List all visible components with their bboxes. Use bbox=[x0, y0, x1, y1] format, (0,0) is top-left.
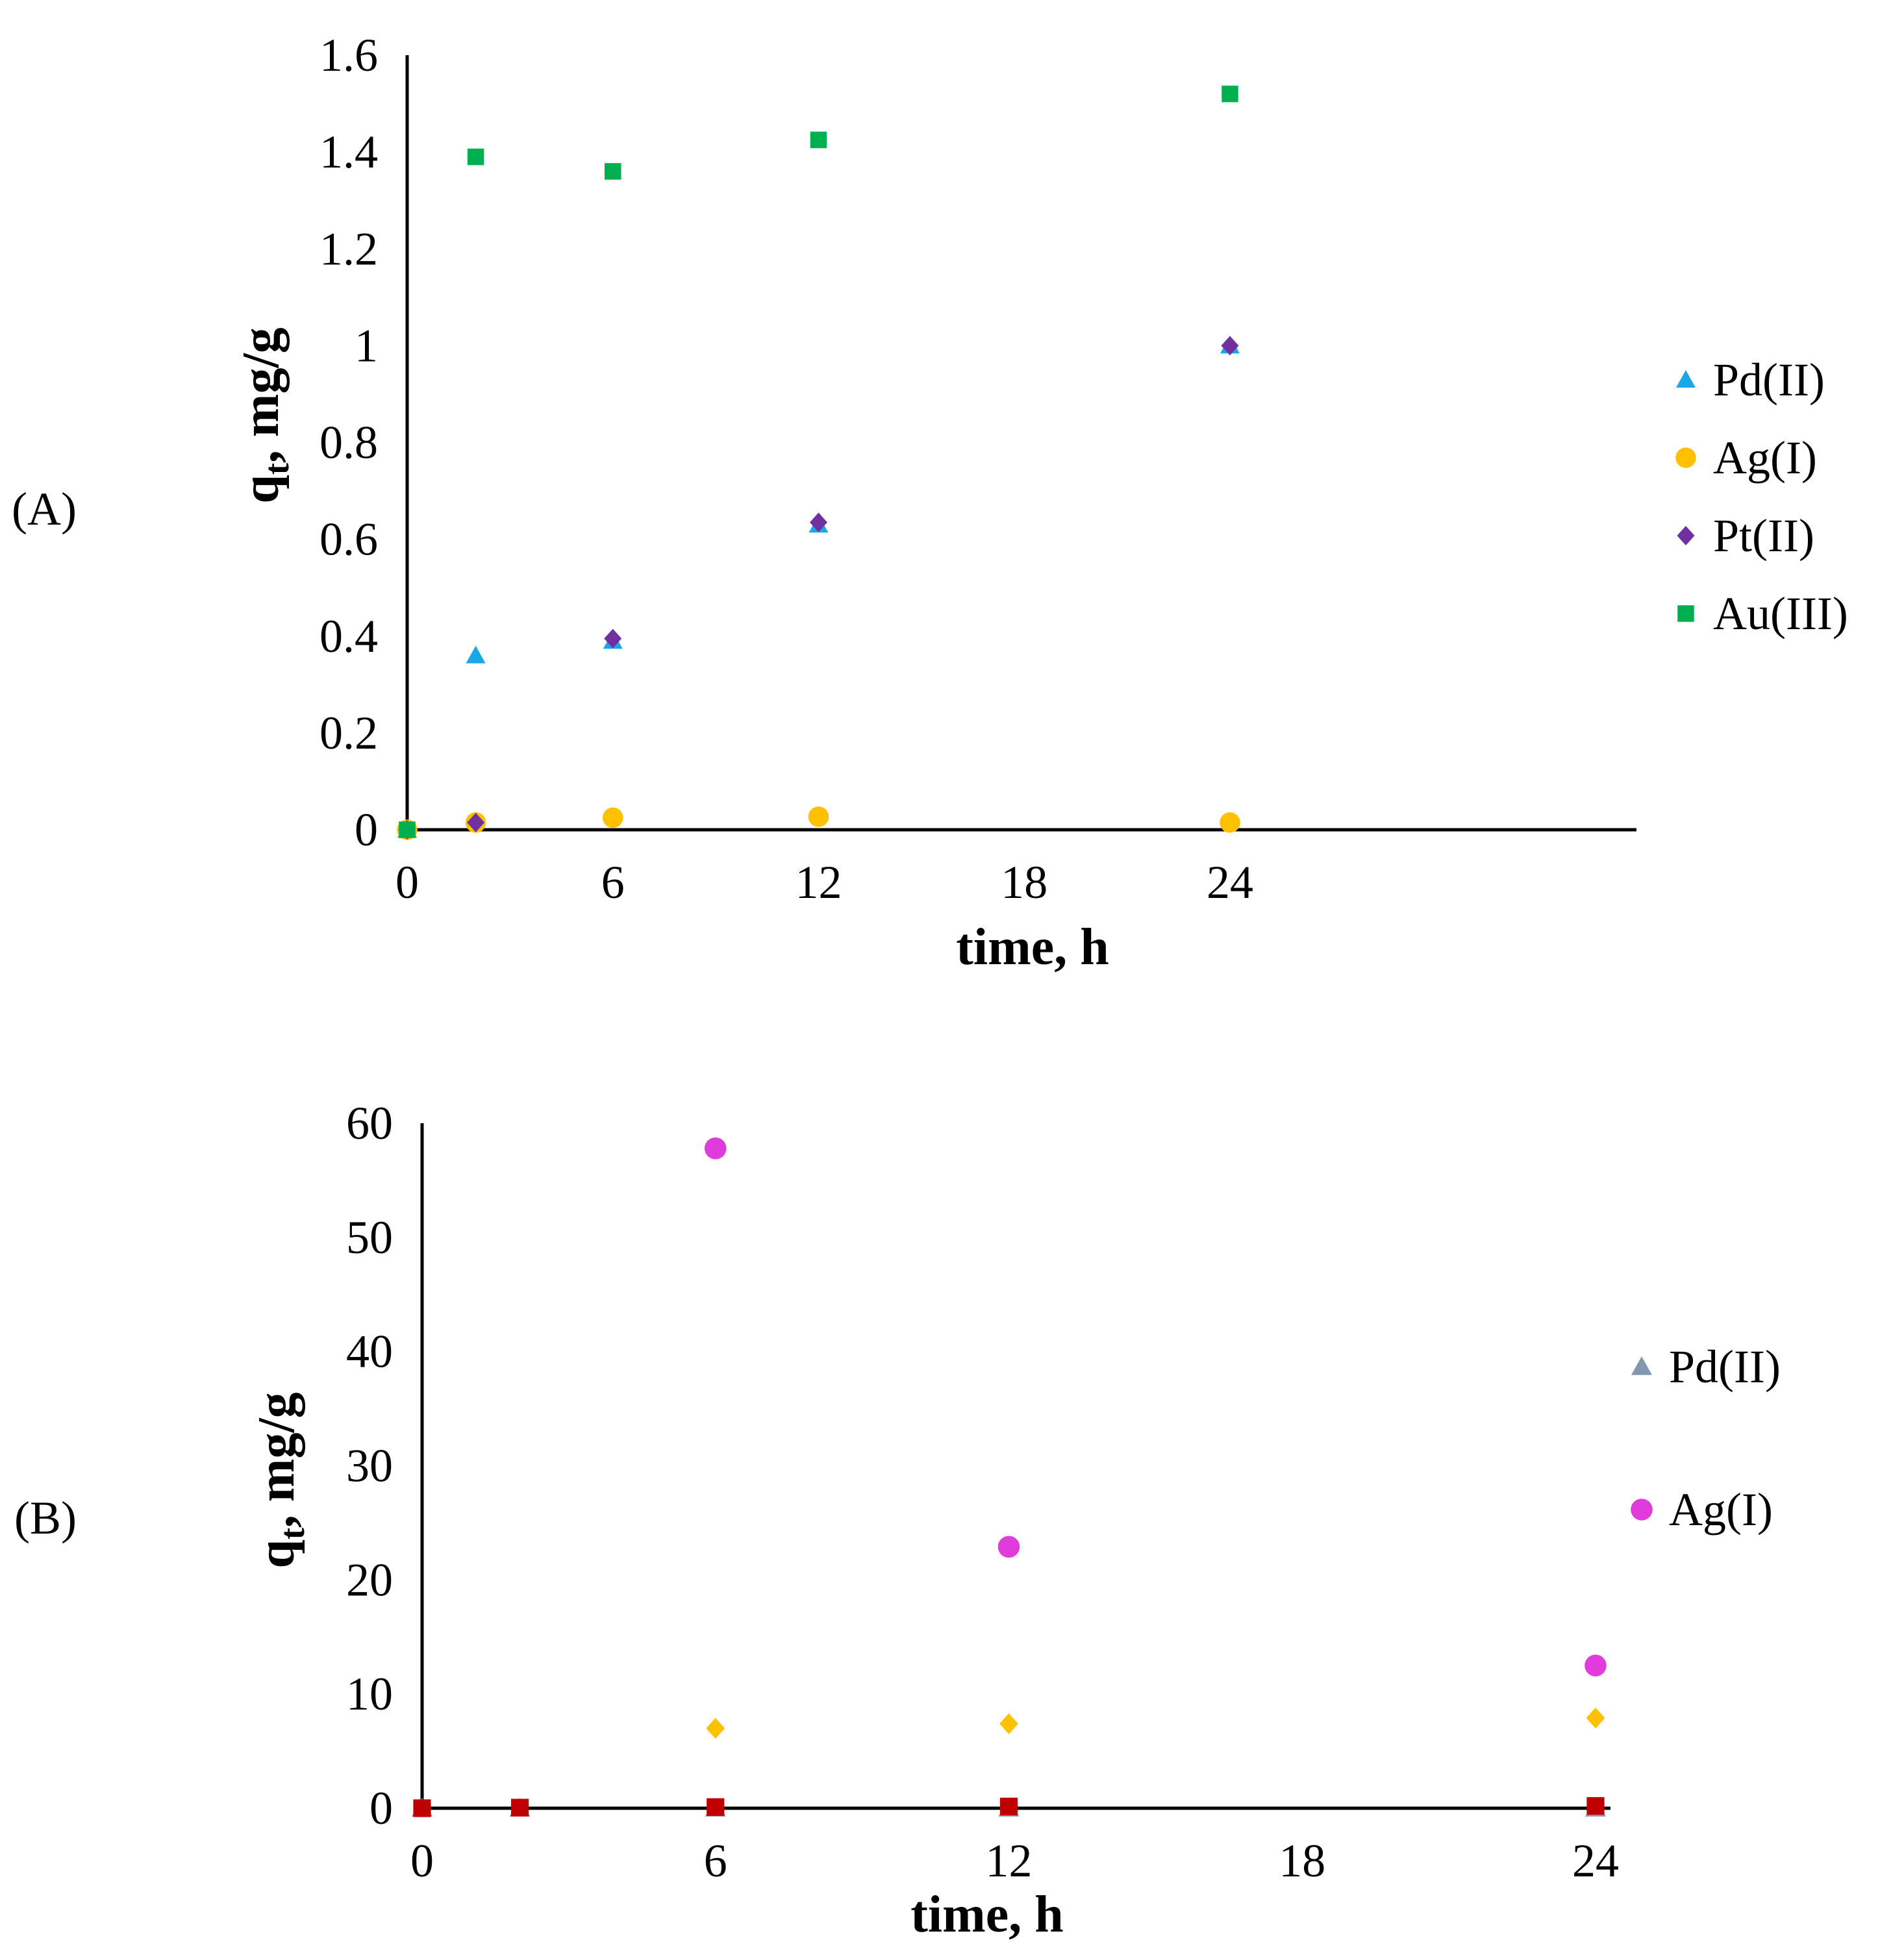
panel-a-data-point-square bbox=[605, 163, 621, 180]
panel-b-y-tick-label: 10 bbox=[346, 1668, 393, 1720]
panel-a-legend-marker-square bbox=[1677, 605, 1694, 622]
panel-a-y-tick-label: 1.4 bbox=[319, 126, 378, 178]
panel-a-legend-label: Pd(II) bbox=[1713, 354, 1825, 406]
panel-b-data-points bbox=[412, 1137, 1607, 1817]
panel-b-y-tick-label: 60 bbox=[346, 1097, 393, 1149]
panel-a-data-point-circle bbox=[808, 806, 829, 827]
panel-b-y-axis-title-rest: , mg/g bbox=[248, 1392, 305, 1528]
panel-a-label: (A) bbox=[12, 483, 77, 535]
panel-b-y-ticks: 0 10 20 30 40 50 60 bbox=[346, 1097, 393, 1834]
panel-b-data-point-diamond bbox=[706, 1717, 725, 1739]
panel-a-y-tick-label: 1.6 bbox=[319, 29, 378, 81]
panel-a-data-point-triangle bbox=[466, 645, 486, 664]
panel-a-y-ticks: 0 0.2 0.4 0.6 0.8 1 1.2 1.4 1.6 bbox=[319, 29, 378, 856]
panel-a-x-tick-label: 12 bbox=[795, 856, 842, 908]
panel-b-x-tick-label: 0 bbox=[410, 1835, 434, 1887]
panel-b-y-tick-label: 50 bbox=[346, 1212, 393, 1263]
panel-a-y-axis-title: qt, mg/g bbox=[232, 327, 296, 503]
panel-b-y-tick-label: 20 bbox=[346, 1554, 393, 1606]
panel-b-data-point-square bbox=[413, 1799, 431, 1817]
panel-b-data-point-circle bbox=[704, 1137, 727, 1160]
panel-a-y-axis-title-sub: t bbox=[257, 463, 296, 475]
panel-b-legend-marker-triangle bbox=[1631, 1356, 1652, 1375]
panel-a-x-tick-label: 6 bbox=[601, 856, 625, 908]
panel-b-x-tick-label: 24 bbox=[1572, 1835, 1619, 1887]
panel-a-data-point-diamond bbox=[810, 512, 827, 532]
panel-b-data-point-diamond bbox=[999, 1713, 1018, 1734]
panel-b-x-tick-label: 6 bbox=[704, 1835, 727, 1887]
panel-a-y-tick-label: 0.6 bbox=[319, 514, 378, 566]
panel-a-data-point-square bbox=[1221, 85, 1238, 103]
panel-b-x-tick-label: 12 bbox=[986, 1835, 1033, 1887]
panel-a-data-point-square bbox=[810, 131, 827, 149]
panel-a-data-point-circle bbox=[1220, 812, 1240, 833]
panel-a-x-tick-label: 0 bbox=[395, 856, 419, 908]
chart-panel-b: (B) qt, mg/g time, h 0 10 20 30 40 50 60 0 6 12 1… bbox=[14, 1097, 1781, 1943]
panel-b-y-tick-label: 40 bbox=[346, 1326, 393, 1378]
panel-a-legend-marker-triangle bbox=[1676, 370, 1696, 388]
panel-a-y-tick-label: 1 bbox=[355, 319, 378, 371]
panel-b-y-tick-label: 30 bbox=[346, 1440, 393, 1492]
panel-a-legend-label: Au(III) bbox=[1713, 588, 1848, 640]
panel-b-y-tick-label: 0 bbox=[370, 1782, 393, 1834]
panel-b-data-point-circle bbox=[1585, 1654, 1607, 1677]
panel-b-y-axis-title: qt, mg/g bbox=[248, 1392, 312, 1568]
panel-a-legend-label: Ag(I) bbox=[1713, 432, 1817, 484]
panel-a-legend-marker-circle bbox=[1675, 447, 1696, 468]
panel-b-legend-label: Ag(I) bbox=[1669, 1484, 1773, 1536]
panel-b-x-ticks: 0 6 12 18 24 bbox=[410, 1835, 1619, 1887]
panel-a-y-axis-title-rest: , mg/g bbox=[232, 327, 290, 463]
panel-a-x-tick-label: 18 bbox=[1001, 856, 1047, 908]
panel-b-data-point-square bbox=[707, 1798, 725, 1816]
panel-a-data-point-square bbox=[467, 148, 484, 166]
panel-a-x-axis-title: time, h bbox=[956, 919, 1109, 976]
panel-b-data-point-diamond bbox=[1586, 1708, 1605, 1729]
panel-a-x-tick-label: 24 bbox=[1207, 856, 1253, 908]
panel-b-data-point-square bbox=[510, 1798, 529, 1817]
panel-a-x-ticks: 0 6 12 18 24 bbox=[395, 856, 1253, 908]
panel-b-data-point-square bbox=[999, 1797, 1018, 1815]
panel-b-x-axis-title: time, h bbox=[910, 1886, 1064, 1943]
panel-a-y-tick-label: 0.8 bbox=[319, 417, 378, 469]
panel-a-data-point-diamond bbox=[467, 812, 485, 832]
panel-a-y-axis-title-main: q bbox=[232, 475, 290, 504]
panel-b-data-point-square bbox=[1586, 1797, 1605, 1815]
panel-a-legend-marker-diamond bbox=[1677, 526, 1695, 545]
panel-b-label: (B) bbox=[14, 1492, 77, 1544]
chart-panel-a: (A) qt, mg/g time, h 0 0.2 0.4 0.6 0.8 1 1.2 1.… bbox=[12, 29, 1848, 976]
panel-a-legend-label: Pt(II) bbox=[1713, 510, 1814, 562]
panel-a-data-points bbox=[397, 85, 1240, 840]
panel-a-y-tick-label: 0.2 bbox=[319, 707, 378, 759]
panel-a-data-point-circle bbox=[603, 807, 623, 828]
panel-b-legend-label: Pd(II) bbox=[1669, 1341, 1781, 1393]
panel-b-x-tick-label: 18 bbox=[1279, 1835, 1325, 1887]
panel-a-data-point-square bbox=[399, 821, 416, 838]
panel-a-data-point-diamond bbox=[1221, 336, 1239, 356]
panel-a-data-point-diamond bbox=[604, 628, 622, 649]
panel-a-legend: Pd(II) Ag(I) Pt(II) Au(III) bbox=[1675, 354, 1848, 640]
panel-a-y-tick-label: 1.2 bbox=[319, 223, 378, 275]
panel-b-legend: Pd(II) Ag(I) bbox=[1631, 1341, 1781, 1536]
panel-b-legend-marker-circle bbox=[1631, 1499, 1653, 1521]
panel-b-data-point-circle bbox=[997, 1536, 1020, 1558]
panel-b-y-axis-title-sub: t bbox=[273, 1528, 312, 1539]
panel-b-y-axis-title-main: q bbox=[248, 1539, 305, 1569]
panel-a-y-tick-label: 0.4 bbox=[319, 610, 378, 662]
panel-a-y-tick-label: 0 bbox=[355, 804, 378, 856]
